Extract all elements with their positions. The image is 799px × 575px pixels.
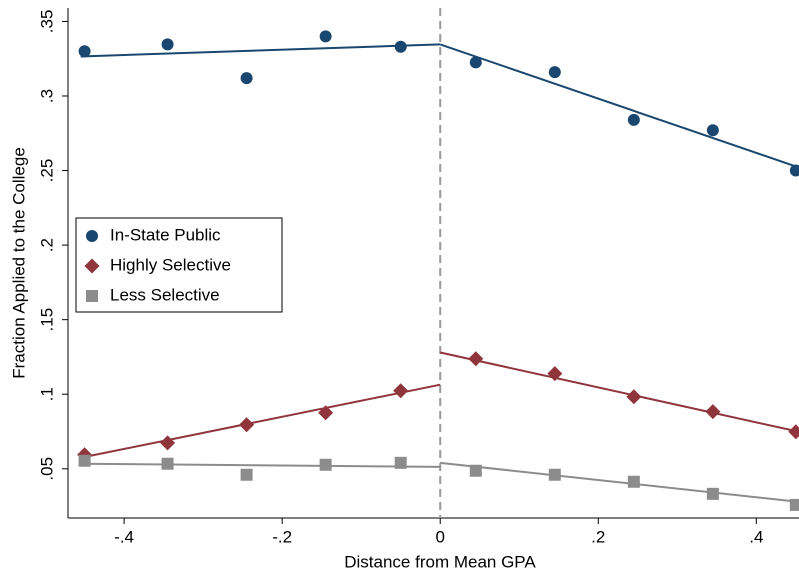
- data-point: [394, 456, 407, 469]
- x-tick-label: 0: [435, 527, 444, 546]
- data-point: [394, 40, 407, 53]
- x-tick-label: .2: [591, 527, 605, 546]
- y-axis-title: Fraction Applied to the College: [9, 147, 28, 379]
- legend-label: In-State Public: [110, 225, 221, 244]
- data-point: [78, 45, 91, 58]
- x-tick-label: .4: [749, 527, 763, 546]
- x-axis-title: Distance from Mean GPA: [344, 552, 536, 571]
- data-point: [78, 454, 91, 467]
- data-point: [161, 38, 174, 51]
- data-point: [240, 72, 253, 85]
- legend-label: Highly Selective: [110, 255, 231, 274]
- legend-label: Less Selective: [110, 285, 220, 304]
- y-tick-label: .2: [37, 238, 56, 252]
- data-point: [547, 366, 563, 382]
- data-point: [706, 487, 719, 500]
- data-point: [705, 404, 721, 420]
- fit-line: [80, 462, 441, 468]
- fit-line: [440, 461, 799, 503]
- y-tick-label: .15: [37, 308, 56, 332]
- data-point: [469, 56, 482, 69]
- data-point: [239, 417, 255, 433]
- data-point: [627, 475, 640, 488]
- x-tick-label: -.4: [114, 527, 134, 546]
- data-point: [548, 66, 561, 79]
- legend-marker: [84, 258, 100, 274]
- legend-marker: [86, 290, 98, 302]
- data-point: [160, 435, 176, 451]
- data-point: [318, 405, 334, 421]
- data-point: [469, 464, 482, 477]
- y-tick-label: .1: [37, 387, 56, 401]
- data-point: [706, 124, 719, 137]
- data-point: [789, 164, 799, 177]
- legend-marker: [86, 230, 98, 242]
- data-point: [161, 457, 174, 470]
- data-point: [548, 468, 561, 481]
- data-point: [468, 351, 484, 367]
- data-point: [319, 458, 332, 471]
- data-point: [788, 424, 799, 440]
- fit-line: [440, 351, 799, 433]
- fit-line: [80, 43, 441, 58]
- fit-line: [439, 43, 799, 169]
- data-point: [319, 30, 332, 43]
- data-point: [626, 389, 642, 405]
- y-tick-label: .05: [37, 457, 56, 481]
- y-tick-label: .3: [37, 89, 56, 103]
- y-tick-label: .35: [37, 10, 56, 34]
- data-point: [240, 468, 253, 481]
- y-tick-label: .25: [37, 159, 56, 183]
- data-point: [789, 498, 799, 511]
- data-point: [393, 383, 409, 399]
- data-point: [627, 113, 640, 126]
- x-tick-label: -.2: [272, 527, 292, 546]
- legend-box: [75, 217, 283, 313]
- fit-line: [80, 383, 441, 459]
